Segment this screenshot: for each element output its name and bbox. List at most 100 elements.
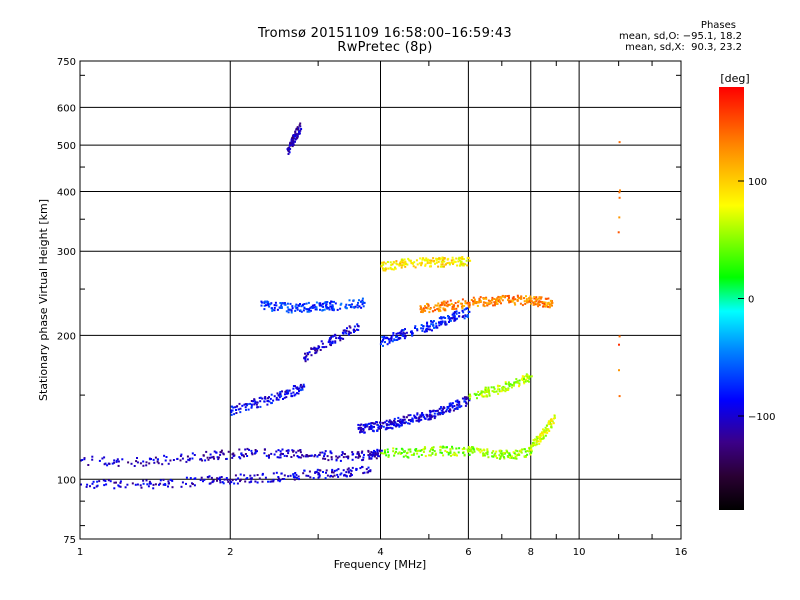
data-point [159,479,162,482]
data-point [482,454,484,457]
data-point [448,261,451,264]
data-point [472,302,475,305]
data-point [480,394,483,397]
data-point [477,301,480,304]
data-point [405,331,408,334]
data-point [345,307,348,310]
data-point [445,263,447,266]
data-point [423,309,425,312]
data-point [451,313,454,316]
data-point [399,422,402,425]
data-point [401,421,404,424]
data-point [326,455,329,458]
data-point [461,257,464,260]
colorbar-tick-label: 0 [748,295,754,306]
data-point [298,390,300,392]
data-point [520,450,523,453]
data-point [431,321,434,324]
data-point [302,385,305,388]
data-point [509,383,512,386]
data-point [205,450,208,453]
data-point [360,428,362,431]
data-point [539,297,542,300]
data-point [351,458,354,461]
data-point [525,455,527,458]
data-point [235,409,237,411]
data-point [539,434,542,437]
data-point [433,412,436,415]
data-point [199,458,202,461]
data-point [285,449,288,452]
data-point [400,260,402,263]
data-point [525,298,528,301]
data-point [363,431,366,434]
data-point [452,409,455,412]
data-point [306,454,309,457]
data-point [439,306,442,309]
data-point [356,306,359,309]
data-point [220,449,223,452]
data-point [549,421,551,424]
data-point [139,484,142,487]
data-point [319,469,322,472]
data-point [347,333,350,336]
data-point [186,455,189,458]
data-point [384,268,387,271]
data-point [235,478,237,481]
data-point [413,414,416,417]
data-point [315,301,318,304]
data-point [305,308,308,311]
data-point [438,411,441,414]
data-point [389,337,392,340]
data-point [385,424,388,427]
data-point [467,450,469,453]
data-point [423,416,426,418]
data-point [477,390,480,393]
data-point [408,259,411,262]
data-point [420,324,423,326]
data-point [490,301,493,304]
data-point [532,301,535,304]
data-point [305,354,308,357]
data-point [376,453,379,456]
data-point [213,450,216,453]
data-point [283,454,286,457]
data-point [429,411,432,414]
data-point [396,263,399,266]
colorbar-tick-label: −100 [748,412,775,423]
data-point [517,452,520,455]
data-point [266,403,269,406]
data-point [297,304,300,307]
data-point [310,347,313,350]
data-point [306,358,309,361]
data-point [315,471,318,474]
data-point [493,387,496,390]
data-point [463,396,466,399]
data-point [103,463,106,466]
data-point [331,342,334,345]
data-point [407,257,410,260]
data-point [361,297,364,300]
data-point [244,453,247,455]
data-point [351,451,354,454]
data-point [380,265,383,268]
data-point [536,437,539,440]
data-point [314,308,317,311]
data-point [422,327,425,330]
data-point [403,337,406,340]
data-point [106,464,109,467]
data-point [523,297,525,300]
data-point [145,461,148,464]
data-point [492,450,495,453]
data-point [419,449,422,452]
data-point [318,473,321,476]
data-point [362,424,365,426]
data-point [418,417,421,419]
data-point [477,448,480,450]
data-point [530,448,533,451]
data-point [527,376,530,379]
data-point [380,424,383,427]
data-point [250,406,253,409]
data-point [274,301,277,304]
data-point [517,295,520,298]
